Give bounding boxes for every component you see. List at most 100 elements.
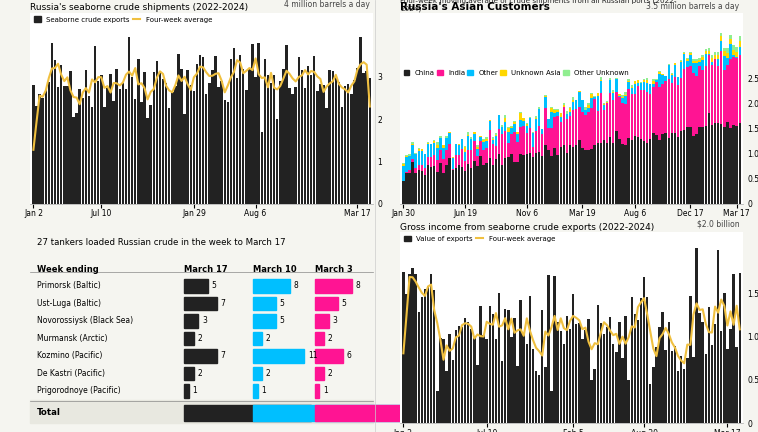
Bar (575, 145, 578, 204)
Bar (415, 153, 417, 154)
Bar (131, 77, 133, 204)
Bar (532, 349, 534, 423)
Bar (467, 164, 469, 204)
Bar (556, 155, 559, 204)
Bar (442, 339, 445, 423)
Bar (412, 268, 414, 423)
Bar (581, 339, 584, 423)
Bar (701, 60, 704, 70)
Bar (698, 63, 701, 66)
Bar (184, 332, 194, 345)
Bar (695, 248, 698, 423)
Bar (291, 94, 294, 204)
Bar (677, 137, 679, 204)
Bar (723, 56, 725, 70)
Text: March 10: March 10 (253, 265, 296, 274)
Bar (646, 92, 648, 143)
Bar (634, 94, 636, 136)
Bar (479, 141, 482, 156)
Bar (424, 289, 426, 423)
Bar (634, 84, 636, 94)
Bar (640, 90, 642, 139)
Bar (646, 80, 648, 83)
Bar (344, 86, 346, 204)
Bar (492, 144, 494, 165)
Bar (492, 314, 494, 423)
Bar (628, 138, 630, 204)
Bar (184, 314, 199, 327)
Bar (359, 37, 362, 204)
Text: 1: 1 (193, 386, 197, 395)
Bar (652, 83, 655, 86)
Bar (606, 101, 608, 102)
Bar (522, 126, 525, 155)
Bar (261, 132, 263, 204)
Bar (253, 314, 277, 327)
Bar (479, 306, 482, 423)
Bar (692, 136, 694, 204)
Bar (347, 84, 349, 204)
Bar (415, 173, 417, 204)
Bar (510, 134, 512, 154)
Bar (575, 324, 578, 423)
Bar (158, 73, 161, 204)
Bar (686, 127, 688, 204)
Text: March 17: March 17 (184, 265, 228, 274)
Bar (631, 94, 633, 140)
Bar (600, 80, 602, 81)
Bar (541, 129, 543, 133)
Bar (553, 149, 556, 204)
Text: 34: 34 (415, 408, 427, 417)
Bar (544, 96, 547, 97)
Bar (470, 137, 472, 139)
Bar (245, 90, 248, 204)
Bar (252, 44, 254, 204)
Text: 11: 11 (308, 351, 318, 360)
Text: Four-week moving average of crude shipments from all Russian ports (2022-
2024): Four-week moving average of crude shipme… (400, 0, 677, 12)
Bar (436, 148, 439, 160)
Bar (199, 55, 202, 204)
Bar (683, 54, 685, 69)
Bar (658, 140, 661, 204)
Bar (714, 324, 716, 423)
Bar (430, 166, 432, 204)
Bar (501, 134, 503, 165)
Bar (615, 352, 618, 423)
Bar (350, 94, 352, 204)
Bar (732, 45, 735, 50)
Bar (732, 125, 735, 204)
Bar (711, 125, 713, 204)
Bar (418, 165, 420, 170)
Bar (519, 127, 522, 154)
Bar (424, 154, 426, 168)
Bar (482, 150, 485, 165)
Bar (637, 320, 639, 423)
Bar (692, 60, 694, 63)
Bar (597, 96, 599, 111)
Text: 2: 2 (266, 334, 271, 343)
Bar (720, 33, 722, 36)
Bar (565, 152, 568, 204)
Bar (637, 83, 639, 86)
Bar (63, 86, 65, 204)
Bar (449, 133, 451, 144)
Bar (625, 96, 627, 104)
Bar (658, 71, 661, 72)
Bar (402, 181, 405, 204)
Bar (51, 43, 53, 204)
Bar (211, 70, 214, 204)
Bar (652, 367, 655, 423)
Bar (556, 321, 559, 423)
Bar (698, 127, 701, 204)
Bar (353, 80, 356, 204)
Text: 5: 5 (341, 299, 346, 308)
Bar (513, 122, 515, 124)
Bar (646, 78, 648, 80)
Bar (470, 168, 472, 204)
Text: Kozmino (Pacific): Kozmino (Pacific) (37, 351, 102, 360)
Bar (94, 45, 96, 204)
Bar (615, 92, 618, 131)
Bar (646, 83, 648, 92)
Text: 27: 27 (444, 408, 456, 417)
Bar (519, 120, 522, 127)
